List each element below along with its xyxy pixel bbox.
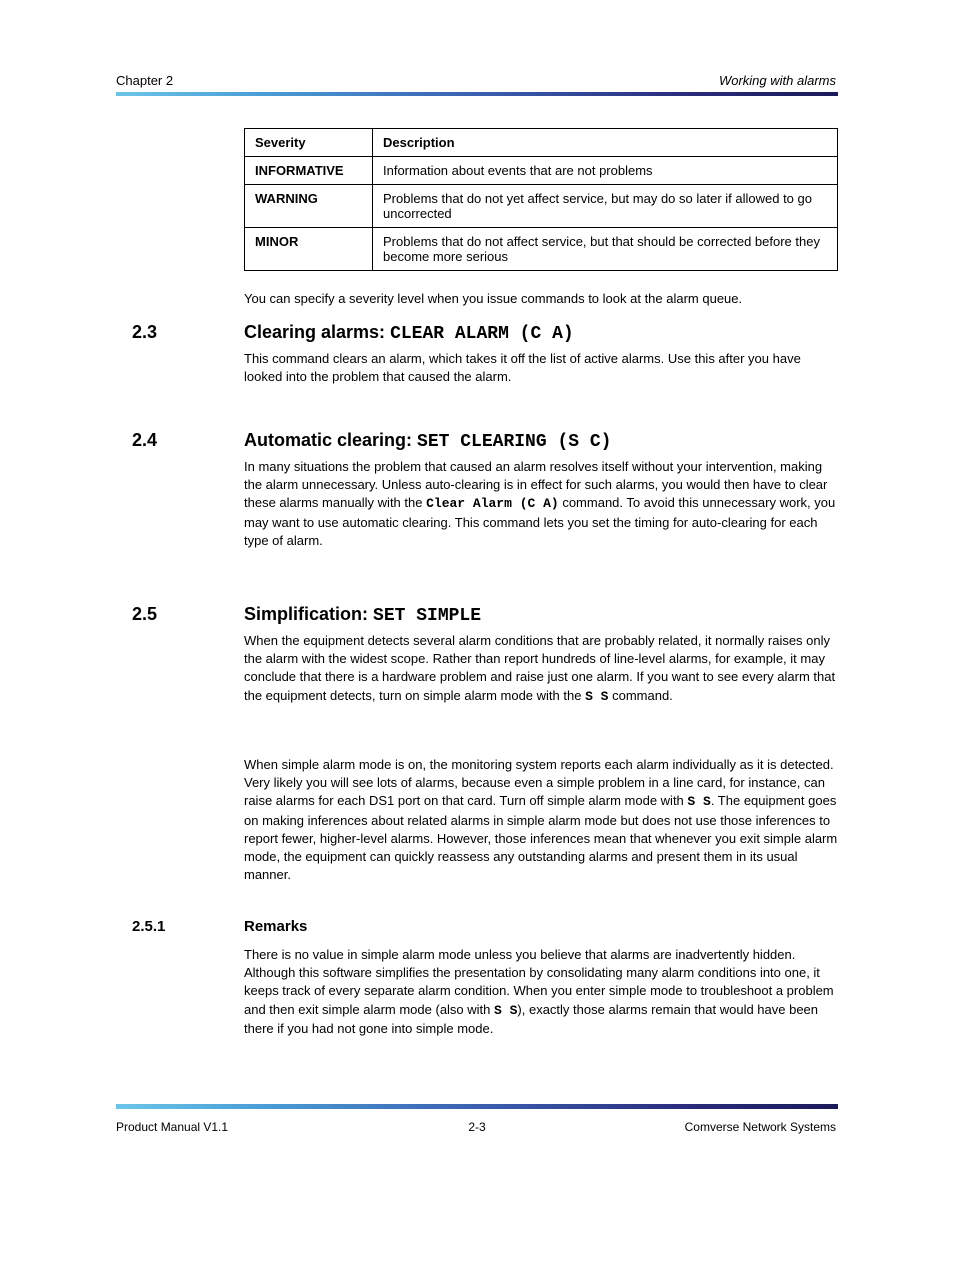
heading-clear-alarm: 2.3Clearing alarms: CLEAR ALARM (C A): [132, 322, 574, 344]
table-row: INFORMATIVE Information about events tha…: [245, 157, 838, 185]
heading-command: SET CLEARING (S C): [417, 432, 611, 452]
text-span: When the equipment detects several alarm…: [244, 633, 835, 703]
heading-number: 2.5: [132, 604, 244, 625]
col-header-severity: Severity: [245, 129, 373, 157]
set-simple-paragraph-1: When the equipment detects several alarm…: [244, 632, 838, 706]
table-row: MINOR Problems that do not affect servic…: [245, 228, 838, 271]
heading-set-simple: 2.5Simplification: SET SIMPLE: [132, 604, 481, 626]
set-simple-paragraph-2: When simple alarm mode is on, the monito…: [244, 756, 838, 884]
heading-command: CLEAR ALARM (C A): [390, 324, 574, 344]
heading-title-text: Remarks: [244, 918, 307, 935]
severity-table: Severity Description INFORMATIVE Informa…: [244, 128, 838, 271]
description-cell: Information about events that are not pr…: [373, 157, 838, 185]
top-gradient-rule: [116, 92, 838, 96]
heading-title-text: Simplification:: [244, 604, 373, 624]
heading-number: 2.3: [132, 322, 244, 343]
inline-command: S S: [687, 794, 710, 809]
set-clearing-paragraph: In many situations the problem that caus…: [244, 458, 838, 550]
remarks-paragraph: There is no value in simple alarm mode u…: [244, 946, 838, 1038]
inline-command: Clear Alarm (C A): [426, 496, 559, 511]
table-header-row: Severity Description: [245, 129, 838, 157]
header-section-title: Working with alarms: [719, 73, 836, 88]
severity-cell: WARNING: [245, 185, 373, 228]
heading-title-text: Automatic clearing:: [244, 430, 417, 450]
heading-number: 2.4: [132, 430, 244, 451]
table-row: WARNING Problems that do not yet affect …: [245, 185, 838, 228]
inline-command: S S: [494, 1003, 517, 1018]
severity-cell: INFORMATIVE: [245, 157, 373, 185]
col-header-description: Description: [373, 129, 838, 157]
bottom-gradient-rule: [116, 1104, 838, 1109]
heading-set-clearing: 2.4Automatic clearing: SET CLEARING (S C…: [132, 430, 611, 452]
heading-command: SET SIMPLE: [373, 606, 481, 626]
text-span: command.: [608, 688, 672, 703]
severity-cell: MINOR: [245, 228, 373, 271]
description-cell: Problems that do not affect service, but…: [373, 228, 838, 271]
inline-command: S S: [585, 689, 608, 704]
clear-alarm-paragraph: This command clears an alarm, which take…: [244, 350, 838, 386]
description-cell: Problems that do not yet affect service,…: [373, 185, 838, 228]
heading-remarks: 2.5.1Remarks: [132, 918, 307, 935]
heading-title-text: Clearing alarms:: [244, 322, 390, 342]
footer-right: Comverse Network Systems: [685, 1120, 836, 1134]
heading-number: 2.5.1: [132, 918, 244, 935]
header-chapter: Chapter 2: [116, 73, 173, 88]
intro-paragraph: You can specify a severity level when yo…: [244, 290, 838, 308]
